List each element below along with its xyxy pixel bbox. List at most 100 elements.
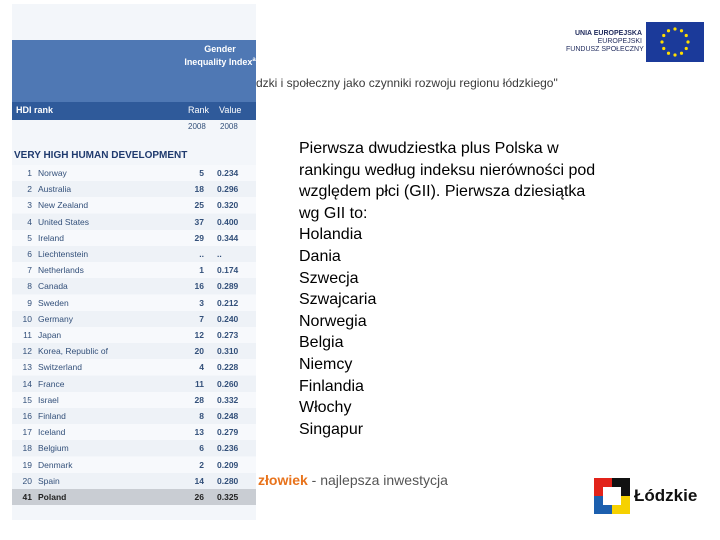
gii-rank: 28 [194,394,204,405]
intro-line: względem płci (GII). Pierwsza dziesiątka [299,183,586,201]
gii-value: 0.296 [217,184,239,195]
hdi-rank: 19 [22,459,32,470]
country: Iceland [38,427,66,438]
hdi-rank: 13 [22,362,32,373]
hdi-rank: 17 [22,427,32,438]
table-row: 2 Australia 18 0.296 [12,181,256,198]
gii-rank: 5 [199,168,204,178]
gii-rank: 1 [199,265,204,276]
hdi-rank: 5 [27,232,32,243]
table-row: 4 United States 37 0.400 [12,213,256,230]
gii-value: .. [217,249,222,259]
table-row: 20 Spain 14 0.280 [12,472,256,489]
gii-rank: 37 [194,216,204,227]
year-rank: 2008 [188,122,206,131]
intro-line: rankingu według indeksu nierówności pod [299,161,596,179]
list-item: Niemcy [299,355,353,373]
hdi-rank: 1 [27,168,32,178]
hdi-rank: 20 [22,475,32,486]
hdi-rank: 41 [22,492,32,502]
gii-rank: 29 [194,232,204,243]
table-row: 7 Netherlands 1 0.174 [12,262,256,279]
gii-rank: 25 [194,200,204,211]
gii-rank: 11 [195,378,204,389]
gii-rank: 20 [194,346,204,357]
country: New Zealand [38,200,89,211]
group-label: VERY HIGH HUMAN DEVELOPMENT [14,150,188,161]
country: United States [38,216,90,227]
gii-rank: 18 [194,184,204,195]
table-row: 12 Korea, Republic of 20 0.310 [12,343,256,360]
body-text: Pierwsza dwudziestka plus Polska w rankin… [299,138,595,440]
hdi-rank: 15 [22,394,32,405]
table-row: 3 New Zealand 25 0.320 [12,197,256,214]
gii-value: 0.248 [217,411,239,421]
table-row: 1 Norway 5 0.234 [12,165,256,181]
table-row: 41 Poland 26 0.325 [12,489,256,505]
list-item: Singapur [299,420,364,438]
hdi-rank: 10 [22,313,32,324]
eu-logo-text: UNIA EUROPEJSKA EUROPEJSKI FUNDUSZ SPOŁE… [566,30,644,54]
gii-rank: 14 [194,475,204,486]
region-logo-text: Łódzkie [634,486,698,505]
eu-line: EUROPEJSKI [597,38,642,45]
gii-rank: 4 [199,362,204,373]
gii-rank: 8 [199,411,204,421]
country: Israel [38,394,59,405]
table-row: 11 Japan 12 0.273 [12,327,256,343]
gii-rank: 16 [194,281,204,292]
hdi-rank: 11 [23,330,32,340]
slogan-rest: - najlepsza inwestycja [307,472,448,488]
header-band [12,40,256,102]
list-item: Norwegia [299,312,367,330]
country: Ireland [38,232,64,243]
gii-rank: 26 [194,492,204,502]
gii-rank: 13 [194,427,204,438]
table-row: 10 Germany 7 0.240 [12,310,256,327]
table-row: 14 France 11 0.260 [12,375,256,392]
table-row: 16 Finland 8 0.248 [12,408,256,424]
list-item: Belgia [299,334,344,352]
gii-value: 0.236 [217,443,239,454]
gii-rank: 3 [199,297,204,308]
rank-head: Rank [188,105,210,115]
country: Netherlands [38,265,84,276]
index-note: a [252,57,256,63]
gii-value: 0.273 [217,330,239,340]
table-row: 9 Sweden 3 0.212 [12,294,256,311]
country: Finland [38,411,66,421]
hdi-rank: 2 [27,184,32,195]
gii-value: 0.320 [217,200,239,211]
year-value: 2008 [220,122,238,131]
country: Germany [38,313,73,324]
gii-value: 0.325 [217,492,239,502]
gii-value: 0.174 [217,265,239,276]
list-item: Holandia [299,226,363,244]
gii-value: 0.228 [217,362,239,373]
index-title-text: Gender Inequality Index [184,44,253,67]
intro-line: wg GII to: [299,204,368,222]
slogan: złowiek - najlepsza inwestycja [258,472,448,488]
eu-line: UNIA EUROPEJSKA [574,30,642,37]
gii-value: 0.344 [217,232,239,243]
gii-value: 0.279 [217,427,239,438]
gii-value: 0.234 [217,168,239,178]
gii-value: 0.332 [217,394,239,405]
hdi-rank-head: HDI rank [16,105,54,115]
gii-value: 0.212 [217,297,239,308]
gii-value: 0.209 [217,459,239,470]
country: Poland [38,492,67,502]
country: Australia [38,184,72,195]
hdi-rank: 14 [22,378,32,389]
country: Sweden [38,297,69,308]
hdi-rank: 18 [22,443,32,454]
country: Norway [38,168,67,178]
hdi-rank: 6 [27,249,32,259]
country: Denmark [38,459,73,470]
gii-value: 0.289 [217,281,239,292]
gii-rank: 7 [199,313,204,324]
list-item: Szwajcaria [299,291,377,309]
header-title: dzki i społeczny jako czynniki rozwoju r… [256,76,558,90]
gii-value: 0.240 [217,313,239,324]
gii-value: 0.280 [217,475,239,486]
